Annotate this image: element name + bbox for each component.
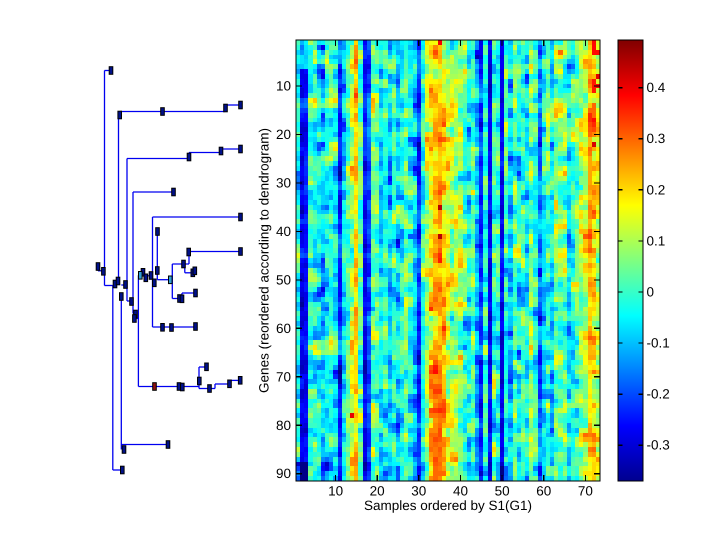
svg-text:20: 20 <box>370 484 385 499</box>
svg-text:50: 50 <box>276 272 291 287</box>
svg-text:0: 0 <box>647 285 655 300</box>
svg-text:-0.1: -0.1 <box>647 336 670 351</box>
svg-text:-0.3: -0.3 <box>647 438 670 453</box>
svg-text:0.4: 0.4 <box>647 80 666 95</box>
svg-text:Samples ordered by S1(G1): Samples ordered by S1(G1) <box>364 498 532 513</box>
svg-text:Genes (reordered according to: Genes (reordered according to dendrogram… <box>257 128 272 393</box>
svg-text:40: 40 <box>276 224 291 239</box>
svg-text:10: 10 <box>328 484 343 499</box>
svg-text:40: 40 <box>453 484 468 499</box>
svg-text:30: 30 <box>411 484 426 499</box>
svg-text:50: 50 <box>495 484 510 499</box>
svg-text:70: 70 <box>578 484 593 499</box>
svg-text:0.3: 0.3 <box>647 131 666 146</box>
svg-text:0.1: 0.1 <box>647 233 666 248</box>
svg-text:0.2: 0.2 <box>647 182 666 197</box>
svg-text:80: 80 <box>276 418 291 433</box>
svg-text:30: 30 <box>276 176 291 191</box>
svg-text:-0.2: -0.2 <box>647 387 670 402</box>
svg-text:60: 60 <box>536 484 551 499</box>
svg-text:90: 90 <box>276 466 291 481</box>
svg-text:20: 20 <box>276 127 291 142</box>
svg-text:70: 70 <box>276 369 291 384</box>
svg-text:10: 10 <box>276 79 291 94</box>
svg-text:60: 60 <box>276 321 291 336</box>
